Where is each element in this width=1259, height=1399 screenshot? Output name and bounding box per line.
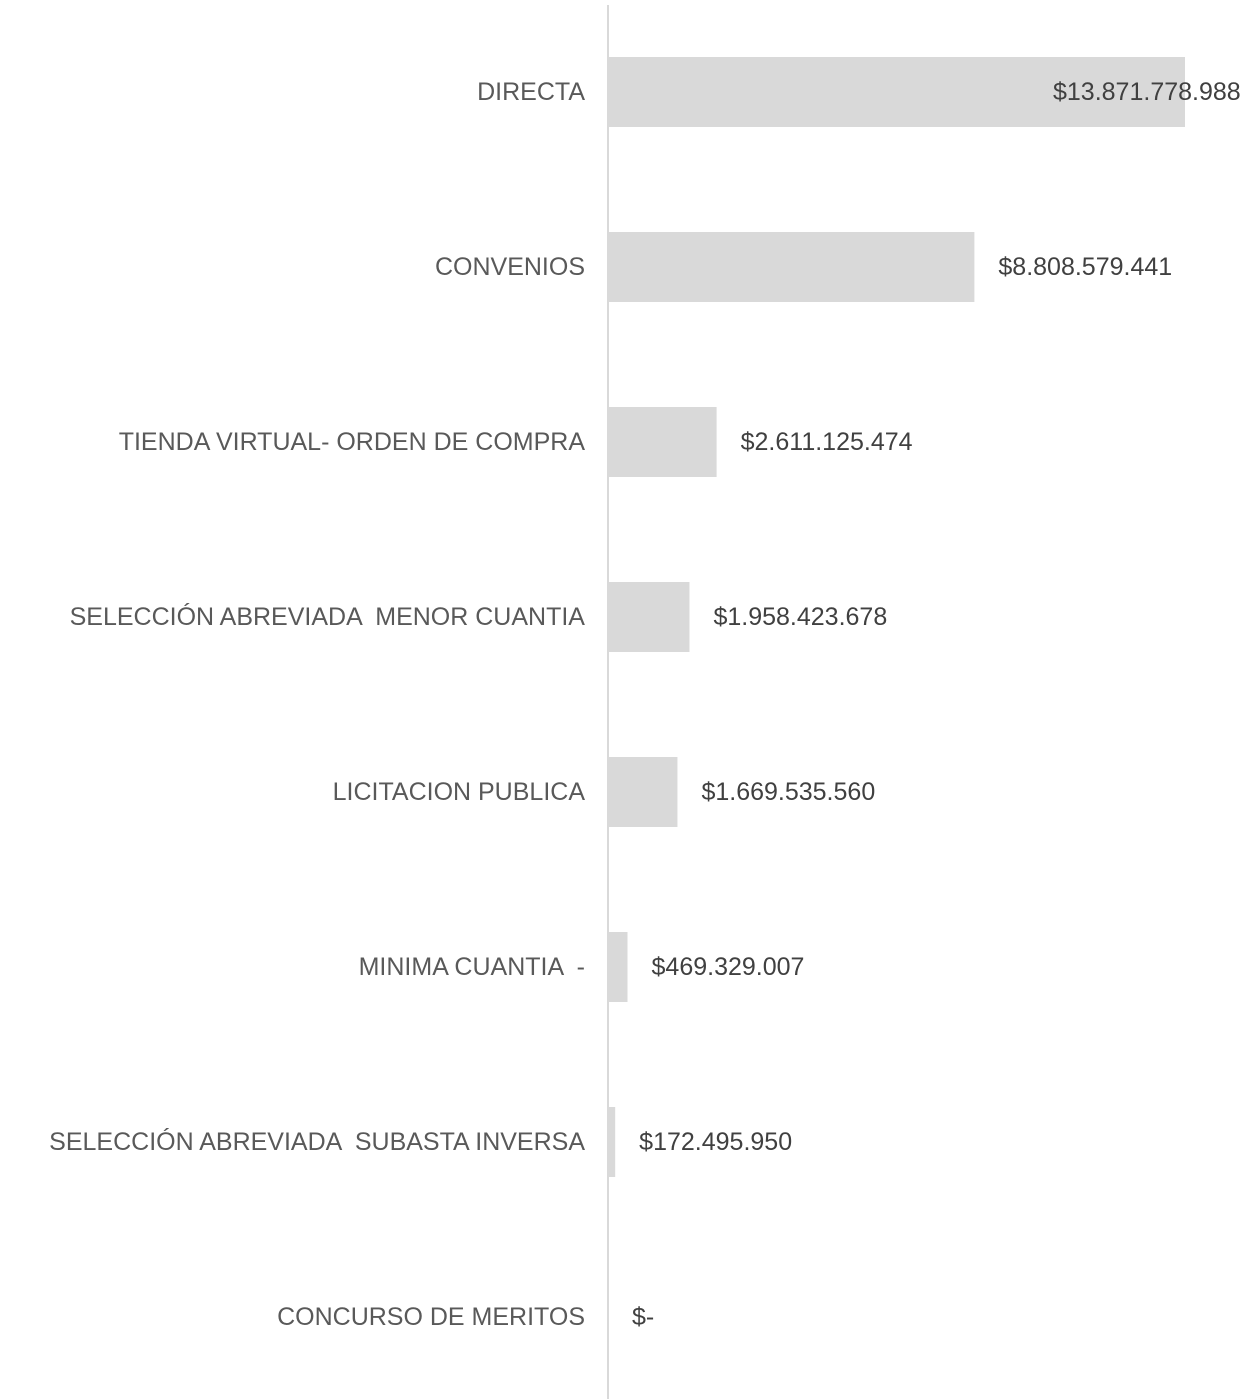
value-label-6: $172.495.950 [639,1128,792,1156]
category-label-2: TIENDA VIRTUAL- ORDEN DE COMPRA [119,428,586,456]
category-label-4: LICITACION PUBLICA [333,778,586,806]
value-label-5: $469.329.007 [652,953,805,981]
bar-6 [608,1107,616,1177]
value-label-7: $- [632,1303,654,1331]
bar-5 [608,932,628,1002]
category-label-0: DIRECTA [477,78,585,106]
value-label-4: $1.669.535.560 [701,778,875,806]
category-label-3: SELECCIÓN ABREVIADA MENOR CUANTIA [70,602,586,631]
category-label-1: CONVENIOS [435,253,585,281]
bars-layer [608,57,1185,1177]
value-label-2: $2.611.125.474 [741,428,913,456]
category-label-5: MINIMA CUANTIA - [359,953,585,981]
bar-3 [608,582,690,652]
bar-2 [608,407,717,477]
bar-1 [608,232,975,302]
category-label-7: CONCURSO DE MERITOS [277,1303,585,1331]
bar-4 [608,757,678,827]
category-label-6: SELECCIÓN ABREVIADA SUBASTA INVERSA [49,1127,585,1156]
bar-0 [608,57,1185,127]
labels-layer: DIRECTA $13.871.778.988 CONVENIOS $8.808.57… [49,78,1241,1331]
value-label-1: $8.808.579.441 [998,253,1172,281]
value-label-0: $13.871.778.988 [1053,78,1241,106]
value-label-3: $1.958.423.678 [713,603,887,631]
